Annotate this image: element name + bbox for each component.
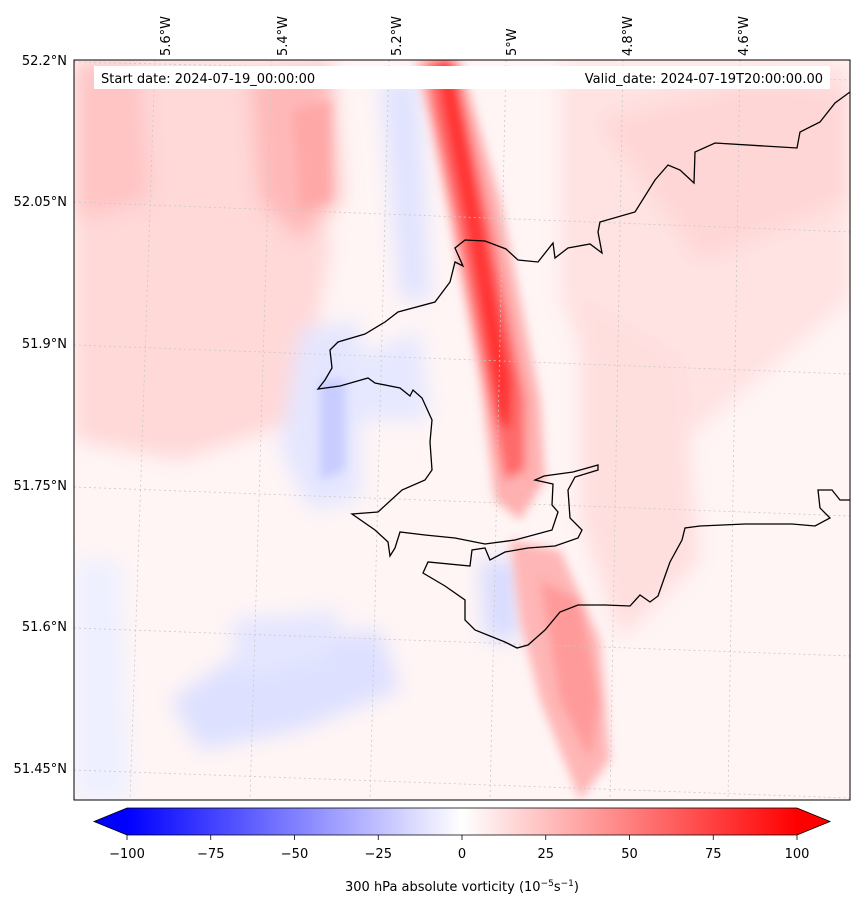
colorbar-tick-label: −100 — [109, 847, 145, 862]
lat-label: 51.9°N — [22, 337, 67, 352]
lon-label: 5.4°W — [276, 16, 291, 56]
lat-label: 51.75°N — [14, 479, 67, 494]
date-info-box — [94, 66, 830, 89]
colorbar-tick-label: 0 — [458, 847, 466, 862]
colorbar-title: 300 hPa absolute vorticity (10−5s−1) — [345, 879, 579, 895]
lon-label: 4.6°W — [737, 16, 752, 56]
colorbar-min-extend — [94, 808, 127, 835]
lat-label: 52.05°N — [14, 195, 67, 210]
coastline — [316, 91, 850, 649]
plot-frame — [73, 59, 851, 801]
lat-label: 52.2°N — [22, 54, 67, 69]
lat-label: 51.6°N — [22, 620, 67, 635]
lon-label: 5.2°W — [390, 16, 405, 56]
colorbar-tick-label: −75 — [197, 847, 224, 862]
colorbar-tick-label: 25 — [537, 847, 554, 862]
colorbar-ticks — [126, 835, 798, 840]
colorbar-tick-label: 75 — [705, 847, 722, 862]
colorbar-max-extend — [797, 808, 830, 835]
lon-label: 5.6°W — [159, 16, 174, 56]
lon-label: 5°W — [505, 28, 520, 56]
longitude-labels: 5.6°W 5.4°W 5.2°W 5°W 4.8°W 4.6°W — [159, 16, 752, 56]
latitude-labels: 52.2°N 52.05°N 51.9°N 51.75°N 51.6°N 51.… — [14, 54, 67, 777]
colorbar-tick-label: −25 — [365, 847, 392, 862]
valid-date-label: Valid_date: 2024-07-19T20:00:00.00 — [585, 72, 823, 87]
lon-label: 4.8°W — [621, 16, 636, 56]
colorbar-body — [127, 808, 797, 835]
colorbar: −100 −75 −50 −25 0 25 50 75 100 300 hPa absolute… — [92, 807, 832, 895]
lat-label: 51.45°N — [14, 762, 67, 777]
colorbar-tick-labels: −100 −75 −50 −25 0 25 50 75 100 — [109, 847, 809, 862]
start-date-label: Start date: 2024-07-19_00:00:00 — [101, 72, 315, 87]
colorbar-tick-label: −50 — [281, 847, 308, 862]
colorbar-tick-label: 100 — [785, 847, 810, 862]
vorticity-field — [74, 60, 850, 800]
colorbar-tick-label: 50 — [621, 847, 638, 862]
